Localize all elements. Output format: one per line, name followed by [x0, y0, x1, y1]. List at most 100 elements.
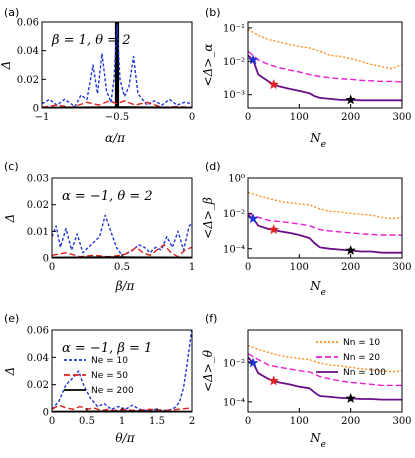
x-tick-label: 1 — [119, 416, 125, 427]
panel-annotation: β = 1, θ = 2 — [51, 33, 130, 48]
legend-entry: Ne = 10 — [91, 356, 128, 366]
plot-area — [248, 191, 402, 254]
star-marker-2 — [345, 392, 356, 403]
y-tick-label: 10⁻⁴ — [223, 244, 245, 255]
legend: Nn = 10 Nn = 20 Nn = 100 — [316, 338, 386, 378]
y-tick-label: 0.02 — [27, 380, 49, 391]
y-tick-label: 0.04 — [27, 353, 49, 364]
x-tick-label: 300 — [392, 416, 411, 427]
x-tick-label: 1 — [189, 262, 195, 273]
x-axis-label: Ne — [309, 279, 326, 298]
series-line-0 — [52, 330, 192, 412]
y-tick-label: 0 — [43, 254, 49, 265]
series-line-1 — [248, 50, 402, 83]
y-tick-label: 0.02 — [17, 75, 39, 86]
x-axis-label: α/π — [105, 131, 126, 145]
panel-annotation: α = −1, θ = 2 — [62, 189, 153, 204]
x-axis-label: Ne — [309, 131, 326, 150]
x-tick-label: 0.5 — [79, 416, 95, 427]
legend-entry: Nn = 100 — [343, 368, 386, 378]
x-tick-label: 1.5 — [149, 416, 165, 427]
y-axis-label: <Δ>_α — [201, 44, 215, 87]
panel-label: (a) — [4, 6, 19, 19]
y-tick-label: 0.03 — [27, 174, 49, 185]
x-tick-label: 200 — [341, 262, 360, 273]
star-marker-2 — [345, 245, 356, 255]
x-tick-label: 0 — [245, 416, 251, 427]
axes-frame — [247, 329, 403, 413]
plot-area — [248, 344, 402, 401]
x-tick-label: 300 — [392, 262, 411, 273]
y-tick-label: 10⁻² — [223, 358, 245, 369]
y-tick-label: 10⁻⁴ — [223, 397, 245, 408]
y-tick-label: 0.04 — [17, 46, 39, 57]
plot-area — [248, 28, 402, 102]
star-marker-0 — [247, 213, 259, 224]
x-tick-label: 300 — [392, 112, 411, 123]
panel-label: (e) — [4, 312, 19, 325]
panel-b: (b) 0 100 200 300 10⁻³ 10⁻² 10⁻¹ Ne <Δ>_α — [201, 6, 412, 150]
panel-label: (f) — [205, 312, 217, 325]
x-tick-label: 100 — [290, 416, 309, 427]
x-tick-label: −1 — [35, 112, 50, 123]
star-marker-0 — [247, 357, 259, 368]
y-tick-label: 10⁻¹ — [223, 23, 245, 34]
legend-entry: Ne = 50 — [91, 371, 128, 381]
x-axis-label-sub: e — [321, 288, 326, 298]
y-axis-label: <Δ>_θ — [201, 349, 215, 392]
plot-area — [52, 214, 192, 258]
x-axis-label-sub: e — [321, 140, 326, 150]
y-tick-label: 10⁰ — [228, 174, 245, 185]
x-tick-label: 200 — [341, 416, 360, 427]
y-tick-label: 0 — [43, 408, 49, 419]
x-tick-label: 2 — [189, 416, 195, 427]
x-tick-label: 0 — [49, 416, 55, 427]
panel-label: (c) — [4, 160, 19, 173]
legend-entry: Ne = 200 — [91, 386, 134, 396]
x-axis-label: θ/π — [115, 431, 135, 445]
x-axis-label: β/π — [115, 279, 136, 293]
series-line-1 — [248, 212, 402, 236]
panel-d: (d) 0 100 200 300 10⁻⁴ 10⁻² 10⁰ Ne <Δ>_β — [201, 160, 412, 298]
y-tick-label: 10⁻² — [223, 209, 245, 220]
y-axis-label: Δ — [0, 61, 13, 71]
x-tick-label: −0.5 — [105, 112, 129, 123]
x-axis-label: Ne — [309, 431, 326, 450]
series-line-2 — [248, 54, 402, 102]
x-tick-label: 0.5 — [114, 262, 130, 273]
star-marker-2 — [345, 94, 356, 105]
series-line-0 — [42, 24, 192, 108]
legend: Ne = 10 Ne = 50 Ne = 200 — [64, 356, 134, 396]
series-line-0 — [248, 28, 402, 70]
x-tick-label: 100 — [290, 262, 309, 273]
x-tick-label: 0 — [49, 262, 55, 273]
panel-label: (b) — [205, 6, 221, 19]
x-tick-label: 0 — [245, 262, 251, 273]
y-axis-label: Δ — [3, 367, 17, 377]
legend-entry: Nn = 10 — [343, 338, 380, 348]
series-line-1 — [248, 353, 402, 387]
y-tick-label: 0.06 — [27, 326, 49, 337]
x-tick-label: 200 — [341, 112, 360, 123]
plot-area — [42, 22, 192, 108]
star-marker-1 — [268, 375, 279, 386]
x-tick-label: 100 — [290, 112, 309, 123]
axes-frame — [247, 177, 403, 259]
x-tick-label: 0 — [245, 112, 251, 123]
panel-annotation: α = −1, β = 1 — [62, 341, 152, 356]
plot-area — [52, 330, 192, 412]
y-axis-label: Δ — [3, 214, 17, 224]
x-axis-label-sub: e — [321, 440, 326, 450]
legend-entry: Nn = 20 — [343, 353, 380, 363]
panel-c: (c) 0 0.5 1 0 0.01 0.02 0.03 β/π Δα = −1, θ = 2 — [3, 160, 195, 293]
series-line-2 — [248, 214, 402, 254]
y-axis-label: <Δ>_β — [201, 197, 215, 239]
series-line-0 — [248, 191, 402, 220]
y-tick-label: 10⁻² — [223, 57, 245, 68]
series-line-0 — [52, 214, 192, 256]
panel-e: (e) 0 0.5 1 1.5 2 0 0.02 0.04 0.06 θ/π Δα = −1, β =… — [3, 312, 195, 445]
panel-label: (d) — [205, 160, 221, 173]
panel-a: (a) −1 −0.5 0 0 0.02 0.04 0.06 α/π Δβ = 1, θ = 2 — [0, 6, 195, 145]
